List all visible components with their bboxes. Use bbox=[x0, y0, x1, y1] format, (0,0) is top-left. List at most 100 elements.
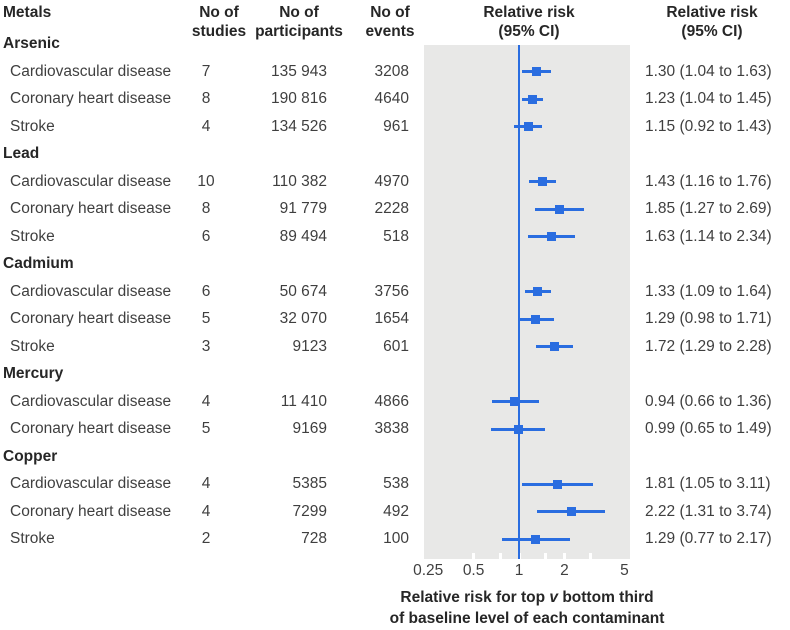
events-count: 601 bbox=[383, 337, 409, 355]
studies-count: 4 bbox=[201, 117, 211, 135]
studies-count: 5 bbox=[201, 310, 211, 327]
participants-count: 11 410 bbox=[280, 392, 327, 410]
studies-count: 2 bbox=[201, 530, 211, 547]
events-count: 3756 bbox=[374, 282, 409, 300]
studies-count: 6 bbox=[201, 227, 211, 245]
outcome-label: Stroke bbox=[10, 227, 55, 245]
studies-count: 6 bbox=[201, 282, 211, 300]
relative-risk-estimate-text: 1.81 (1.05 to 3.11) bbox=[645, 475, 771, 492]
x-axis-title-versus: v bbox=[549, 589, 559, 606]
x-axis-tick-label: 2 bbox=[560, 562, 569, 579]
column-header-participants: No of participants bbox=[255, 4, 343, 40]
relative-risk-estimate-text: 1.85 (1.27 to 2.69) bbox=[645, 200, 772, 217]
x-axis-title: Relative risk for top v bottom third of … bbox=[357, 587, 697, 629]
x-axis-title-line2: of baseline level of each contaminant bbox=[389, 610, 665, 627]
outcome-label: Coronary heart disease bbox=[10, 420, 172, 437]
studies-count: 4 bbox=[201, 392, 211, 410]
point-estimate-marker bbox=[553, 479, 563, 489]
point-estimate-marker bbox=[510, 397, 520, 406]
studies-count: 4 bbox=[201, 475, 211, 492]
relative-risk-estimate-text: 1.43 (1.16 to 1.76) bbox=[645, 172, 772, 190]
participants-count: 9123 bbox=[292, 337, 327, 355]
events-count: 4640 bbox=[374, 90, 409, 107]
point-estimate-marker bbox=[531, 314, 541, 324]
x-axis-title-line1: Relative risk for top v bottom third bbox=[357, 587, 697, 608]
relative-risk-estimate-text: 2.22 (1.31 to 3.74) bbox=[645, 502, 772, 520]
x-axis-minor-tick bbox=[562, 553, 566, 559]
metal-section-label: Copper bbox=[3, 447, 58, 465]
events-count: 3838 bbox=[374, 420, 409, 437]
point-estimate-marker bbox=[528, 94, 538, 104]
relative-risk-estimate-text: 1.30 (1.04 to 1.63) bbox=[645, 62, 772, 80]
column-header-events: No of events bbox=[365, 4, 415, 40]
participants-count: 135 943 bbox=[270, 62, 327, 80]
point-estimate-marker bbox=[523, 122, 533, 131]
column-header-relative-risk-values: Relative risk (95% CI) bbox=[666, 4, 758, 40]
x-axis-minor-tick bbox=[544, 553, 548, 559]
outcome-label: Stroke bbox=[10, 530, 55, 547]
participants-count: 89 494 bbox=[279, 227, 327, 245]
point-estimate-marker bbox=[531, 534, 541, 544]
participants-count: 728 bbox=[301, 530, 327, 547]
outcome-label: Coronary heart disease bbox=[10, 502, 172, 520]
column-header-studies: No of studies bbox=[191, 4, 247, 40]
studies-count: 8 bbox=[201, 200, 211, 217]
events-count: 518 bbox=[383, 227, 409, 245]
outcome-label: Cardiovascular disease bbox=[10, 282, 172, 300]
x-axis-tick-label: 1 bbox=[514, 562, 524, 579]
outcome-label: Stroke bbox=[10, 117, 55, 135]
metal-section-label: Mercury bbox=[3, 365, 64, 382]
outcome-label: Coronary heart disease bbox=[10, 200, 172, 217]
point-estimate-marker bbox=[537, 177, 547, 186]
point-estimate-marker bbox=[554, 204, 564, 214]
events-count: 538 bbox=[383, 475, 409, 492]
participants-count: 9169 bbox=[292, 420, 327, 437]
events-count: 3208 bbox=[374, 62, 409, 80]
metal-section-label: Lead bbox=[3, 145, 40, 162]
events-count: 961 bbox=[383, 117, 409, 135]
outcome-label: Cardiovascular disease bbox=[10, 475, 172, 492]
x-axis-minor-tick bbox=[472, 553, 476, 559]
point-estimate-marker bbox=[533, 287, 543, 296]
reference-line-rr-1 bbox=[518, 45, 520, 559]
x-axis-minor-tick bbox=[589, 553, 593, 559]
events-count: 4866 bbox=[374, 392, 409, 410]
participants-count: 7299 bbox=[292, 502, 327, 520]
studies-count: 7 bbox=[201, 62, 211, 80]
participants-count: 32 070 bbox=[279, 310, 327, 327]
x-axis-tick-label: 0.25 bbox=[413, 562, 444, 579]
relative-risk-estimate-text: 1.23 (1.04 to 1.45) bbox=[645, 90, 772, 107]
participants-count: 5385 bbox=[292, 475, 327, 492]
column-header-relative-risk-plot: Relative risk (95% CI) bbox=[483, 4, 575, 40]
point-estimate-marker bbox=[550, 342, 560, 351]
events-count: 1654 bbox=[374, 310, 409, 327]
x-axis-tick-label: 5 bbox=[620, 562, 629, 579]
metal-section-label: Cadmium bbox=[3, 255, 74, 272]
participants-count: 50 674 bbox=[279, 282, 327, 300]
relative-risk-estimate-text: 1.29 (0.98 to 1.71) bbox=[645, 310, 772, 327]
column-header-metals: Metals bbox=[3, 4, 52, 21]
outcome-label: Cardiovascular disease bbox=[10, 392, 172, 410]
participants-count: 91 779 bbox=[279, 200, 327, 217]
studies-count: 3 bbox=[201, 337, 211, 355]
participants-count: 110 382 bbox=[272, 172, 327, 190]
point-estimate-marker bbox=[546, 232, 556, 241]
outcome-label: Cardiovascular disease bbox=[10, 172, 172, 190]
point-estimate-marker bbox=[531, 67, 541, 76]
relative-risk-estimate-text: 0.99 (0.65 to 1.49) bbox=[645, 420, 772, 437]
participants-count: 190 816 bbox=[270, 90, 327, 107]
relative-risk-estimate-text: 1.29 (0.77 to 2.17) bbox=[645, 530, 772, 547]
participants-count: 134 526 bbox=[270, 117, 327, 135]
events-count: 4970 bbox=[374, 172, 409, 190]
events-count: 2228 bbox=[374, 200, 409, 217]
outcome-label: Coronary heart disease bbox=[10, 310, 172, 327]
point-estimate-marker bbox=[566, 507, 576, 516]
studies-count: 4 bbox=[201, 502, 211, 520]
studies-count: 8 bbox=[201, 90, 211, 107]
relative-risk-estimate-text: 1.72 (1.29 to 2.28) bbox=[645, 337, 772, 355]
x-axis-title-text: Relative risk for top bbox=[400, 589, 550, 606]
x-axis-tick-label: 0.5 bbox=[462, 562, 485, 579]
relative-risk-estimate-text: 1.33 (1.09 to 1.64) bbox=[645, 282, 772, 300]
outcome-label: Cardiovascular disease bbox=[10, 62, 172, 80]
